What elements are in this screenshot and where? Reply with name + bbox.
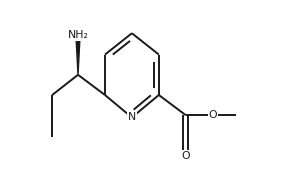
Text: O: O: [208, 110, 217, 120]
Text: NH₂: NH₂: [68, 30, 88, 40]
Text: N: N: [128, 112, 136, 122]
Polygon shape: [76, 32, 80, 75]
Text: O: O: [181, 151, 190, 161]
